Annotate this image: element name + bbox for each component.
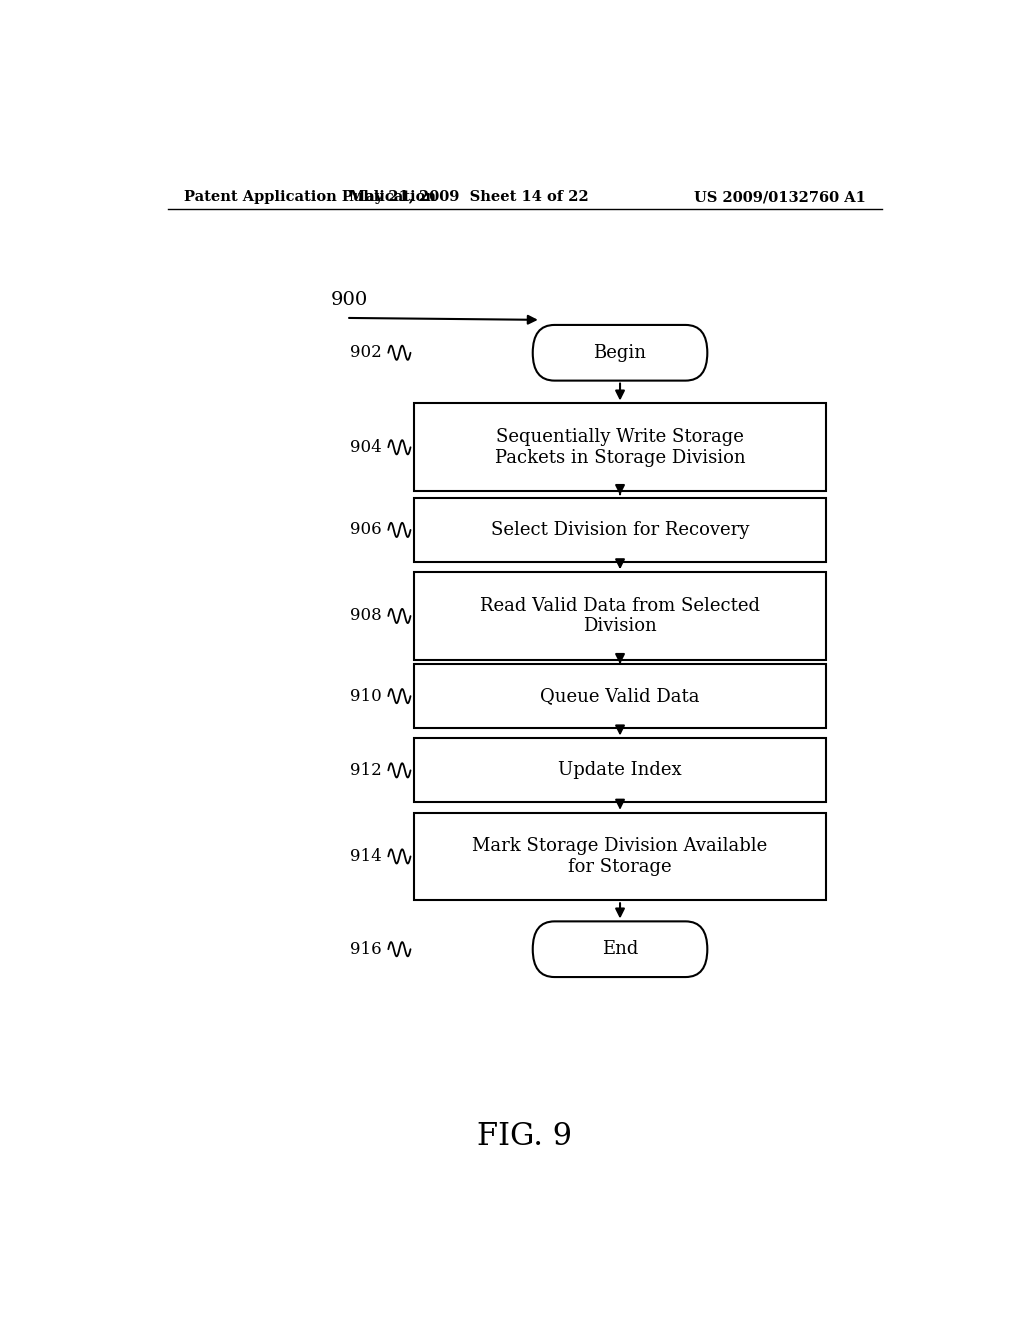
- Text: US 2009/0132760 A1: US 2009/0132760 A1: [694, 190, 866, 205]
- Text: Mark Storage Division Available
for Storage: Mark Storage Division Available for Stor…: [472, 837, 768, 875]
- Text: 912: 912: [350, 762, 382, 779]
- Text: 904: 904: [350, 438, 382, 455]
- Text: FIG. 9: FIG. 9: [477, 1121, 572, 1151]
- FancyBboxPatch shape: [532, 325, 708, 380]
- Text: 916: 916: [350, 941, 382, 958]
- Text: Read Valid Data from Selected
Division: Read Valid Data from Selected Division: [480, 597, 760, 635]
- Bar: [414, 664, 826, 729]
- Bar: [414, 572, 826, 660]
- Text: Sequentially Write Storage
Packets in Storage Division: Sequentially Write Storage Packets in St…: [495, 428, 745, 467]
- Text: 910: 910: [350, 688, 382, 705]
- Text: Update Index: Update Index: [558, 762, 682, 779]
- Text: 908: 908: [350, 607, 382, 624]
- Bar: [414, 498, 826, 562]
- Text: Begin: Begin: [594, 343, 646, 362]
- Text: 900: 900: [331, 290, 368, 309]
- FancyBboxPatch shape: [532, 921, 708, 977]
- Bar: [414, 404, 826, 491]
- Text: May 21, 2009  Sheet 14 of 22: May 21, 2009 Sheet 14 of 22: [349, 190, 589, 205]
- Text: Queue Valid Data: Queue Valid Data: [541, 688, 699, 705]
- Text: 914: 914: [350, 847, 382, 865]
- Text: End: End: [602, 940, 638, 958]
- Bar: [414, 738, 826, 803]
- Text: 906: 906: [350, 521, 382, 539]
- Text: 902: 902: [350, 345, 382, 362]
- Text: Select Division for Recovery: Select Division for Recovery: [490, 521, 750, 539]
- Bar: [414, 813, 826, 900]
- Text: Patent Application Publication: Patent Application Publication: [183, 190, 435, 205]
